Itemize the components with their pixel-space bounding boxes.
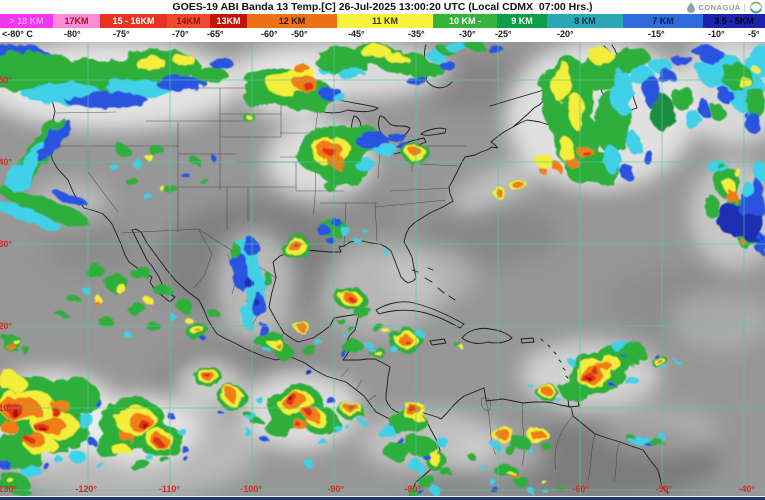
convection-caribbean bbox=[335, 287, 465, 357]
gulf-atlantic-coast bbox=[272, 106, 586, 284]
lon-label: -90° bbox=[327, 484, 344, 494]
temp-label: -75° bbox=[113, 29, 130, 39]
temp-label: -20° bbox=[557, 29, 574, 39]
temp-label: -15° bbox=[648, 29, 665, 39]
lat-label: 30° bbox=[0, 239, 12, 249]
lon-label: -80° bbox=[404, 484, 421, 494]
convection-tropical-wave bbox=[528, 340, 679, 403]
lat-label: 50° bbox=[0, 75, 12, 85]
convection-pnw bbox=[0, 46, 234, 230]
lat-label: 10° bbox=[0, 403, 12, 413]
convection-rockies bbox=[111, 112, 254, 200]
temp-label: -65° bbox=[207, 29, 224, 39]
smn-logo-icon bbox=[750, 1, 762, 13]
scale-segment: 10 KM - bbox=[433, 14, 497, 28]
scale-segment: 14KM bbox=[167, 14, 210, 28]
scale-segment: 9 KM bbox=[497, 14, 547, 28]
convection-itcz-west bbox=[0, 373, 100, 497]
scale-segment: 12 KM bbox=[247, 14, 337, 28]
scale-segment: > 18 KM bbox=[0, 14, 53, 28]
lat-label: 20° bbox=[0, 321, 12, 331]
temp-label: -80° bbox=[64, 29, 81, 39]
bottom-divider bbox=[0, 496, 765, 497]
bahamas bbox=[411, 267, 456, 301]
temp-label: -50° bbox=[291, 29, 308, 39]
satellite-map: -130° -120° -110° -100° -90° -80° -60° -… bbox=[0, 35, 765, 500]
scale-segment: 13KM bbox=[210, 14, 247, 28]
convection-itcz-central bbox=[94, 397, 190, 471]
lat-label: 40° bbox=[0, 157, 12, 167]
temperature-scale: <-80° C -80° -75° -70° -65° -60° -50° -4… bbox=[0, 28, 765, 42]
hispaniola bbox=[461, 327, 513, 344]
scale-segment: 3.5 - 5KM bbox=[703, 14, 765, 28]
south-america-borders bbox=[481, 397, 621, 483]
temp-label: -10° bbox=[708, 29, 725, 39]
puerto-rico bbox=[520, 337, 535, 344]
temp-label: -45° bbox=[348, 29, 365, 39]
lon-label: -130° bbox=[0, 484, 17, 494]
grid-labels: -130° -120° -110° -100° -90° -80° -60° -… bbox=[0, 75, 755, 494]
grid-lines bbox=[0, 42, 765, 496]
temp-label: -70° bbox=[172, 29, 189, 39]
temp-label: -25° bbox=[495, 29, 512, 39]
page-title: GOES-19 ABI Banda 13 Temp.[C] 26-Jul-202… bbox=[172, 1, 593, 13]
temp-label: -35° bbox=[408, 29, 425, 39]
lon-label: -120° bbox=[75, 484, 97, 494]
scale-segment: 17KM bbox=[53, 14, 100, 28]
lon-label: -50° bbox=[655, 484, 672, 494]
scale-segment: 7 KM bbox=[623, 14, 703, 28]
lon-label: -100° bbox=[240, 484, 262, 494]
logo-separator: | bbox=[743, 2, 746, 12]
convection-great-lakes bbox=[296, 124, 430, 190]
convection-south-mexico bbox=[2, 314, 364, 358]
altitude-color-scale: > 18 KM 17KM 15 - 16KM 14KM 13KM 12 KM 1… bbox=[0, 14, 765, 28]
cuba bbox=[375, 301, 465, 329]
convection-itcz-mid-cells bbox=[193, 365, 265, 420]
temp-label: -30° bbox=[459, 29, 476, 39]
convection-atlantic-east bbox=[704, 160, 765, 255]
scale-segment: 15 - 16KM bbox=[100, 14, 167, 28]
agency-logos: CONAGUA | bbox=[687, 0, 763, 14]
convection-canada-band bbox=[314, 42, 503, 84]
convection-itcz-east bbox=[242, 367, 365, 469]
convection-panama-colombia bbox=[377, 402, 452, 497]
lon-label: -60° bbox=[572, 484, 589, 494]
convection-midwest bbox=[243, 62, 347, 111]
lon-label: -110° bbox=[159, 484, 181, 494]
bottom-border bbox=[0, 497, 765, 500]
jamaica bbox=[429, 338, 447, 346]
scale-segment: 8 KM bbox=[547, 14, 623, 28]
convection-venezuela bbox=[492, 426, 666, 455]
convection-gulf-coast bbox=[279, 218, 390, 358]
scale-segment: 11 KM bbox=[337, 14, 433, 28]
convection-atlantic-northeast bbox=[698, 45, 765, 132]
conagua-wordmark: CONAGUA bbox=[698, 2, 741, 12]
satellite-map-svg: -130° -120° -110° -100° -90° -80° -60° -… bbox=[0, 35, 765, 500]
water-drop-icon bbox=[687, 1, 696, 13]
lon-label: -40° bbox=[738, 484, 755, 494]
lake-ontario bbox=[420, 127, 447, 136]
temp-label: -60° bbox=[261, 29, 278, 39]
title-bar: GOES-19 ABI Banda 13 Temp.[C] 26-Jul-202… bbox=[0, 0, 765, 14]
temp-label: <-80° C bbox=[2, 29, 33, 39]
temp-label: -5° bbox=[748, 29, 760, 39]
